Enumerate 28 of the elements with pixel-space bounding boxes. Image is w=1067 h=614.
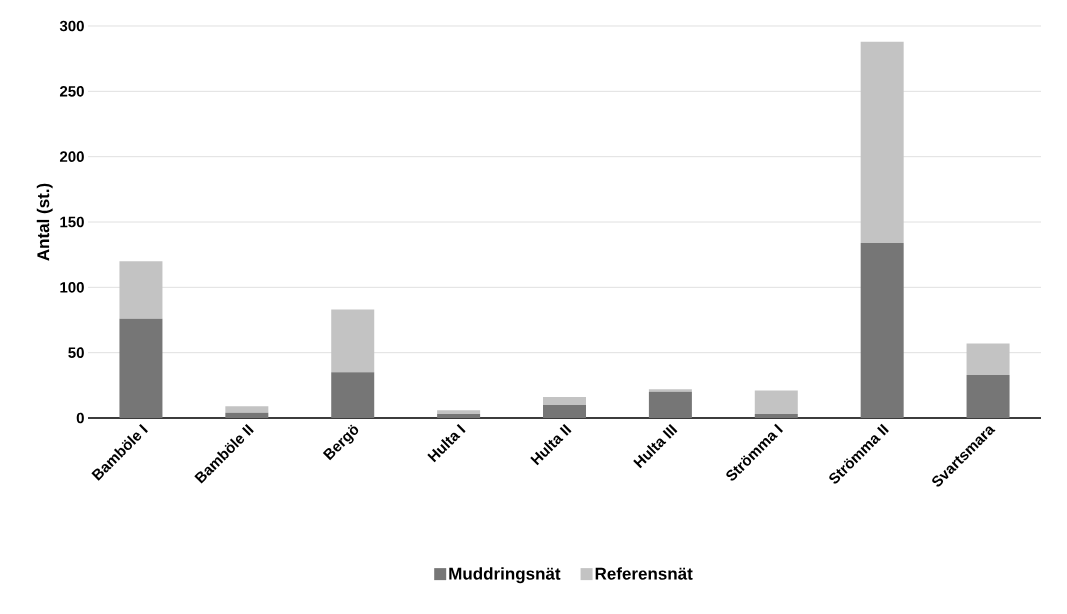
bar	[754, 390, 798, 415]
bar	[543, 397, 586, 405]
bar	[119, 318, 163, 418]
y-tick-label: 0	[76, 412, 84, 424]
y-tick-label: 50	[68, 347, 84, 358]
bar	[860, 41, 904, 243]
bar	[648, 389, 692, 392]
bar	[331, 372, 375, 418]
bar	[966, 343, 1010, 375]
y-tick-label: 200	[59, 151, 84, 162]
bar	[225, 412, 269, 418]
bar	[119, 261, 163, 319]
y-tick-label: 300	[59, 20, 84, 32]
bar	[437, 410, 481, 415]
bar	[225, 406, 269, 413]
bar	[331, 309, 375, 373]
bar	[543, 404, 586, 418]
legend-label: Muddringsnät	[449, 567, 561, 584]
y-axis-title: Antal (st.)	[36, 183, 53, 261]
y-tick-label: 100	[60, 282, 84, 293]
bar	[648, 391, 692, 418]
bar	[860, 242, 904, 418]
bar	[966, 374, 1010, 418]
y-tick-label: 150	[60, 216, 84, 228]
bar	[437, 414, 481, 418]
y-tick-label: 250	[59, 86, 84, 97]
legend-label: Referensnät	[595, 567, 693, 580]
bar	[754, 414, 798, 418]
